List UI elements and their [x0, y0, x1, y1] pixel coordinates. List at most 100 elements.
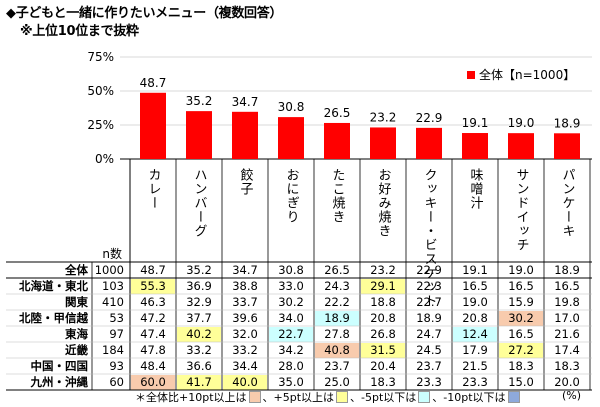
n-header: n数 [102, 246, 122, 261]
bar-value-label: 18.9 [554, 116, 581, 130]
table-cell: 26.5 [324, 263, 350, 277]
table-cell: 20.0 [554, 375, 580, 389]
unit-label: (%) [562, 389, 582, 402]
highlight-cell [269, 327, 313, 342]
category-label: ハンバーグ [192, 168, 208, 238]
table-cell: 23.7 [324, 359, 350, 373]
table-cell: 19.8 [554, 295, 580, 309]
table-cell: 27.8 [324, 327, 350, 341]
highlight-cell [315, 343, 359, 358]
bar [278, 117, 304, 159]
table-cell: 18.9 [416, 311, 442, 325]
row-n-value: 60 [109, 375, 124, 389]
highlight-cell [499, 311, 543, 326]
footnote-swatch-plus10 [248, 391, 261, 403]
table-cell: 37.7 [186, 311, 212, 325]
table-cell: 18.9 [324, 311, 350, 325]
highlight-cell [315, 311, 359, 326]
table-cell: 33.7 [232, 295, 258, 309]
table-cell: 32.0 [232, 327, 258, 341]
highlight-cell [361, 343, 405, 358]
table-cell: 22.3 [416, 279, 442, 293]
bar [554, 133, 580, 159]
table-cell: 19.0 [508, 263, 534, 277]
table-cell: 21.6 [554, 327, 580, 341]
table-cell: 20.8 [370, 311, 396, 325]
bar-value-label: 35.2 [186, 94, 213, 108]
table-cell: 40.8 [324, 343, 350, 357]
y-tick-label: 25% [87, 118, 114, 132]
chart-title: ◆子どもと一緒に作りたいメニュー（複数回答） [6, 6, 283, 21]
table-cell: 18.9 [554, 263, 580, 277]
bar [462, 133, 488, 159]
footnote: ＊全体比+10pt以上は 、+5pt以上は 、-5pt以下は 、-10pt以下は [135, 389, 520, 405]
row-region-label: 北陸・甲信越 [19, 311, 88, 325]
highlight-cell [177, 327, 221, 342]
table-cell: 23.7 [416, 359, 442, 373]
table-cell: 47.4 [140, 327, 166, 341]
bar-value-label: 34.7 [232, 95, 259, 109]
table-cell: 27.2 [508, 343, 534, 357]
category-label: カレー [146, 168, 161, 210]
table-cell: 28.0 [278, 359, 304, 373]
table-cell: 30.2 [278, 295, 304, 309]
table-cell: 40.2 [186, 327, 212, 341]
highlight-cell [499, 343, 543, 358]
table-cell: 34.2 [278, 343, 304, 357]
legend: 全体【n=1000】 [467, 66, 575, 83]
table-cell: 47.2 [140, 311, 166, 325]
bar-value-label: 48.7 [140, 76, 167, 90]
table-cell: 35.2 [186, 263, 212, 277]
bar [370, 127, 396, 159]
bar-value-label: 23.2 [370, 110, 397, 124]
table-cell: 34.4 [232, 359, 258, 373]
row-n-value: 103 [102, 279, 124, 293]
table-cell: 46.3 [140, 295, 166, 309]
bar [324, 122, 350, 159]
row-region-label: 全体 [64, 263, 88, 277]
row-region-label: 関東 [65, 295, 88, 309]
row-region-label: 東海 [65, 327, 88, 341]
table-cell: 24.3 [324, 279, 350, 293]
footnote-text-3: 、-5pt以下は [350, 391, 417, 404]
highlight-cell [361, 279, 405, 294]
table-cell: 33.2 [232, 343, 258, 357]
table-cell: 16.5 [462, 279, 488, 293]
table-cell: 38.8 [232, 279, 258, 293]
table-cell: 12.4 [462, 327, 488, 341]
table-cell: 30.8 [278, 263, 304, 277]
table-cell: 22.2 [324, 295, 350, 309]
table-cell: 18.3 [554, 359, 580, 373]
table-cell: 20.4 [370, 359, 396, 373]
table-cell: 23.3 [462, 375, 488, 389]
table-cell: 39.6 [232, 311, 258, 325]
bar-value-label: 26.5 [324, 106, 351, 120]
table-cell: 34.7 [232, 263, 258, 277]
bar [508, 133, 534, 159]
bar [232, 111, 258, 159]
table-cell: 60.0 [140, 375, 166, 389]
table-cell: 22.7 [416, 295, 442, 309]
bar [140, 92, 166, 159]
table-cell: 18.3 [508, 359, 534, 373]
row-n-value: 1000 [95, 263, 124, 277]
row-region-label: 北海道・東北 [19, 279, 88, 293]
legend-swatch [467, 70, 475, 79]
table-cell: 32.9 [186, 295, 212, 309]
highlight-cell [177, 375, 221, 390]
chart-subtitle: ※上位10位まで抜粋 [20, 24, 139, 39]
footnote-text-1: ＊全体比+10pt以上は [135, 391, 247, 404]
row-region-label: 九州・沖縄 [30, 375, 89, 389]
y-tick-label: 0% [95, 152, 114, 166]
table-cell: 31.5 [370, 343, 396, 357]
bar-value-label: 19.1 [462, 116, 489, 130]
row-region-label: 中国・四国 [31, 359, 89, 373]
category-label: サンドイッチ [514, 168, 529, 252]
bar-value-label: 30.8 [278, 100, 305, 114]
table-cell: 29.1 [370, 279, 396, 293]
table-cell: 15.9 [508, 295, 534, 309]
table-cell: 25.0 [324, 375, 350, 389]
legend-label: 全体【n=1000】 [479, 68, 576, 82]
footnote-swatch-minus10 [507, 391, 520, 403]
